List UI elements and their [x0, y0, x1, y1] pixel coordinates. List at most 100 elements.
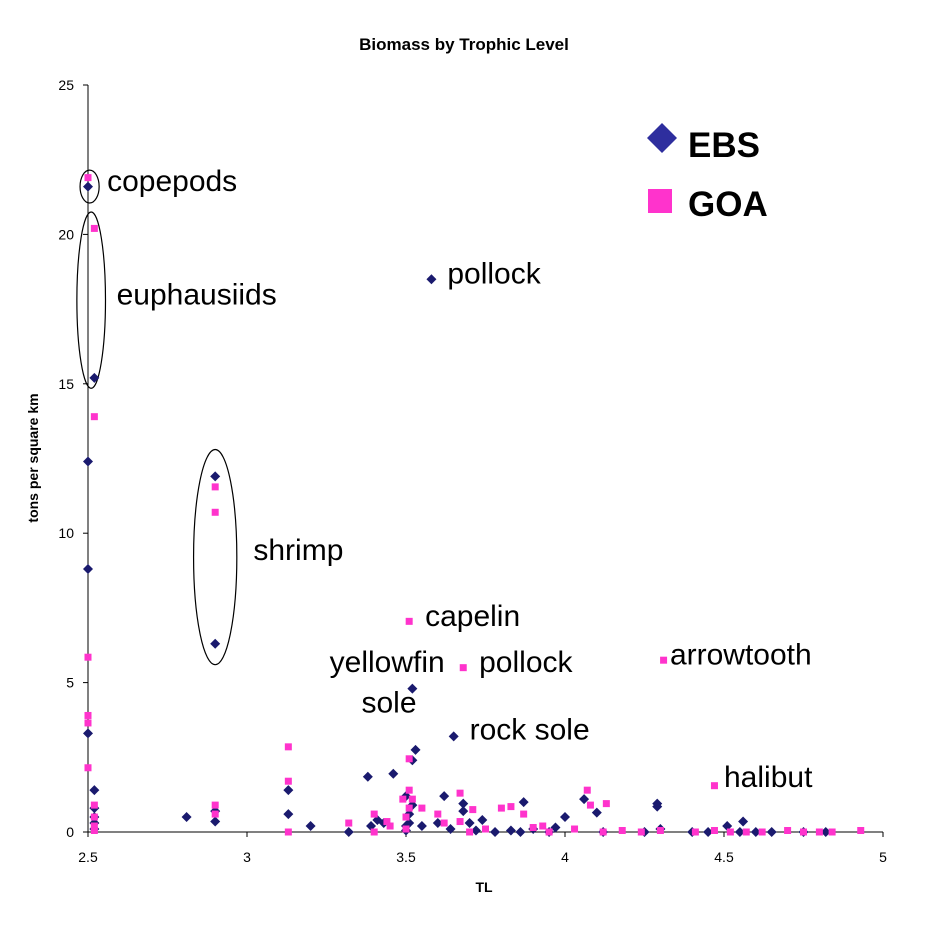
point-goa	[90, 801, 98, 809]
annotation-label: capelin	[425, 600, 520, 633]
point-goa	[520, 810, 528, 818]
point-ebs	[89, 372, 100, 383]
point-goa	[405, 786, 413, 794]
point-ebs	[445, 824, 456, 835]
point-goa	[402, 825, 410, 833]
legend-item-ebs: EBS	[647, 123, 760, 165]
group-ellipses	[76, 169, 238, 666]
point-goa	[466, 828, 474, 836]
annotation-label: sole	[361, 686, 416, 719]
point-goa	[370, 810, 378, 818]
y-tick-label: 15	[58, 376, 74, 392]
annotation-label: pollock	[447, 258, 541, 291]
point-ebs	[388, 768, 399, 779]
point-goa	[211, 483, 219, 491]
point-goa	[539, 822, 547, 830]
point-ebs	[703, 827, 714, 837]
point-ebs	[820, 827, 831, 837]
point-ebs	[407, 683, 418, 694]
ellipse-copepods	[79, 169, 100, 204]
x-tick-label: 5	[879, 849, 887, 865]
y-tick-label: 25	[58, 77, 74, 93]
point-goa	[586, 801, 594, 809]
point-goa	[456, 789, 464, 797]
y-tick-label: 0	[66, 824, 74, 840]
point-ebs	[83, 564, 93, 575]
point-ebs	[738, 816, 749, 827]
point-ebs	[518, 797, 529, 808]
annotation-label: pollock	[479, 646, 573, 679]
point-goa	[370, 828, 378, 836]
annotation-label: rock sole	[470, 713, 590, 746]
point-ebs	[505, 825, 516, 836]
point-goa	[345, 819, 353, 827]
point-goa	[284, 777, 292, 785]
point-goa	[405, 755, 413, 763]
point-goa	[405, 804, 413, 812]
point-ebs	[89, 785, 100, 796]
point-ebs	[362, 771, 373, 782]
y-tick-label: 10	[58, 525, 74, 541]
point-ebs	[458, 806, 469, 817]
legend: EBS GOA	[647, 123, 768, 224]
point-goa	[90, 813, 98, 821]
point-goa	[758, 828, 766, 836]
x-tick-label: 4.5	[714, 849, 734, 865]
point-ebs	[83, 728, 93, 739]
point-goa	[469, 806, 477, 814]
point-goa	[90, 822, 98, 830]
y-ticks: 0 5 10 15 20 25	[58, 77, 88, 840]
point-goa	[529, 824, 537, 832]
annotation-label: shrimp	[253, 534, 343, 567]
point-goa	[815, 828, 823, 836]
point-goa	[408, 795, 416, 803]
point-ebs	[83, 456, 93, 467]
point-goa	[399, 795, 407, 803]
point-ebs	[560, 812, 570, 823]
point-ebs	[579, 794, 590, 805]
point-goa	[440, 819, 448, 827]
point-goa	[710, 827, 718, 835]
x-ticks: 2.5 3 3.5 4 4.5 5	[78, 832, 887, 865]
point-goa	[507, 803, 515, 811]
point-goa	[456, 818, 464, 826]
point-goa	[211, 508, 219, 516]
point-ebs	[591, 807, 602, 818]
point-ebs	[515, 827, 526, 837]
point-goa	[637, 828, 645, 836]
point-ebs	[750, 827, 761, 837]
point-goa	[599, 828, 607, 836]
x-tick-label: 3	[243, 849, 251, 865]
point-goa	[434, 810, 442, 818]
point-goa	[656, 827, 664, 835]
point-goa	[459, 664, 467, 672]
point-ebs	[477, 815, 488, 826]
point-ebs	[490, 827, 501, 837]
point-goa	[742, 828, 750, 836]
point-ebs	[181, 812, 192, 823]
point-ebs	[550, 822, 561, 833]
y-tick-label: 20	[58, 226, 74, 242]
point-goa	[618, 827, 626, 835]
point-goa	[84, 174, 92, 182]
point-ebs	[210, 471, 221, 482]
y-axis-title: tons per square km	[25, 393, 41, 522]
point-ebs	[283, 785, 294, 796]
point-goa	[383, 818, 391, 826]
x-tick-label: 3.5	[396, 849, 416, 865]
data-points	[83, 174, 865, 837]
point-goa	[386, 822, 394, 830]
ellipse-euphausiids	[76, 211, 107, 389]
point-goa	[405, 617, 413, 625]
point-goa	[710, 782, 718, 790]
ellipse-shrimp	[192, 448, 238, 666]
legend-item-goa: GOA	[648, 185, 768, 224]
legend-marker-ebs	[647, 123, 677, 153]
point-goa	[418, 804, 426, 812]
point-goa	[800, 828, 807, 836]
point-goa	[497, 804, 505, 812]
point-goa	[90, 413, 98, 421]
point-ebs	[426, 274, 437, 285]
point-goa	[84, 719, 92, 727]
x-tick-label: 4	[561, 849, 569, 865]
